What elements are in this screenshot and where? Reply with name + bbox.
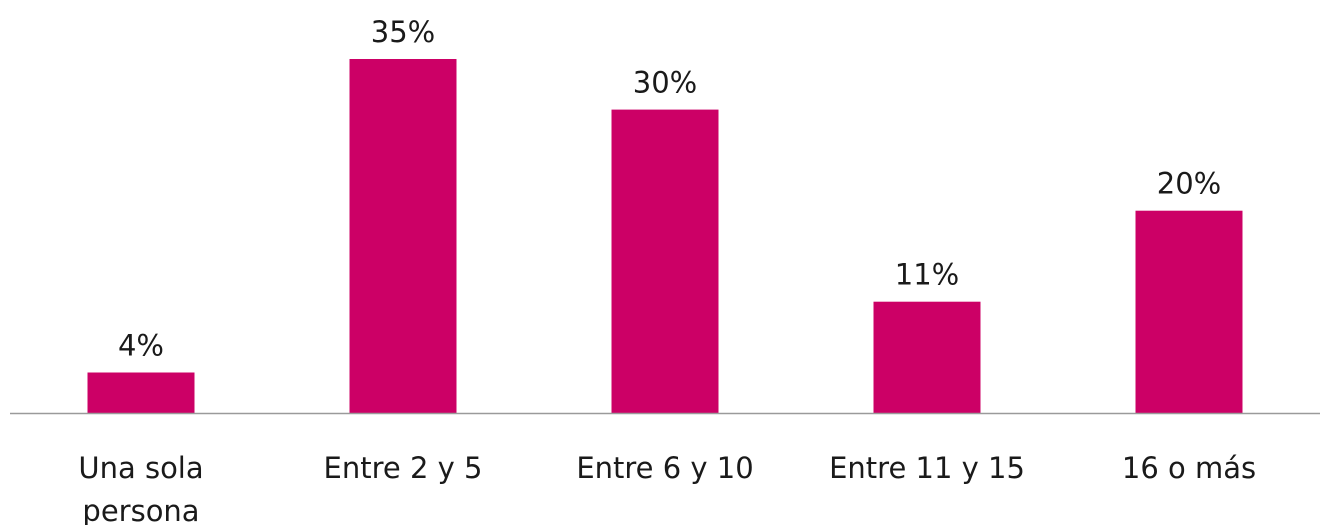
bars-group [87, 59, 1243, 413]
bar [873, 301, 981, 413]
category-label: Entre 11 y 15 [829, 451, 1025, 485]
category-label-line: Entre 2 y 5 [324, 451, 483, 485]
value-labels-group: 4% 35% 30% 11% 20% [118, 15, 1221, 363]
category-label-line: Una sola [78, 451, 203, 485]
category-label-line: Entre 6 y 10 [576, 451, 753, 485]
bar-value-label: 4% [118, 329, 164, 363]
bar-value-label: 20% [1157, 167, 1221, 201]
category-label-line: 16 o más [1122, 451, 1256, 485]
category-label: 16 o más [1122, 451, 1256, 485]
bar-value-label: 11% [895, 258, 959, 292]
bar [1135, 210, 1243, 413]
bar [87, 372, 195, 413]
bar [349, 59, 457, 413]
bar-value-label: 30% [633, 66, 697, 100]
category-label: Una sola persona [78, 451, 203, 525]
category-label-line: Entre 11 y 15 [829, 451, 1025, 485]
category-label: Entre 6 y 10 [576, 451, 753, 485]
bar-value-label: 35% [371, 15, 435, 49]
bar [611, 109, 719, 413]
category-label-line: persona [82, 494, 199, 525]
category-label: Entre 2 y 5 [324, 451, 483, 485]
category-labels-group: Una sola persona Entre 2 y 5 Entre 6 y 10 En… [78, 451, 1256, 525]
